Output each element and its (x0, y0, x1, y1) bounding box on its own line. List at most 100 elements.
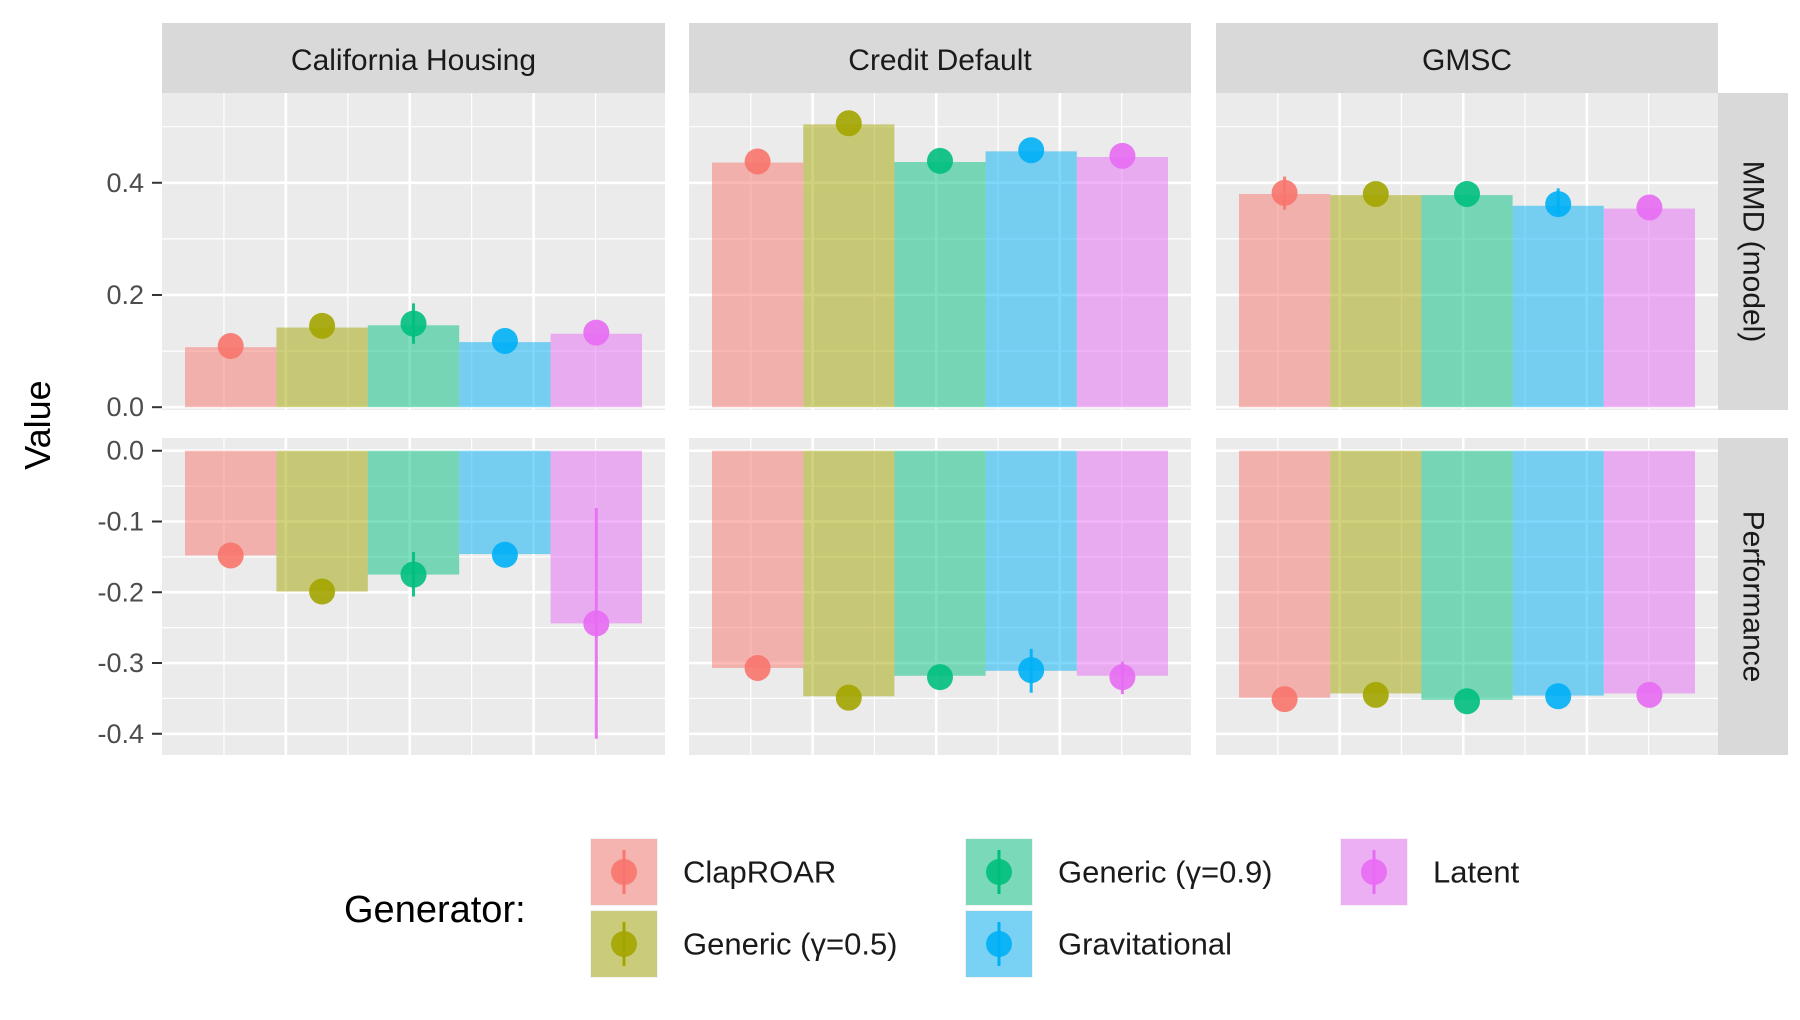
y-tick-label: 0.2 (106, 280, 144, 310)
y-axis-1: 0.0 -0.1 -0.2 -0.3 -0.4 (97, 436, 162, 749)
legend-key-point (1361, 859, 1387, 885)
point (1018, 137, 1045, 164)
point (744, 148, 771, 175)
legend-item: ClapROAR (590, 838, 836, 906)
point (583, 319, 610, 346)
point (1545, 683, 1572, 710)
point (1636, 194, 1663, 221)
point (835, 684, 862, 711)
row-strip: Performance (1718, 438, 1788, 755)
point (1109, 664, 1136, 691)
point (1271, 179, 1298, 206)
point (309, 312, 336, 339)
bar (1330, 450, 1422, 694)
point (217, 542, 244, 569)
point (400, 561, 427, 588)
point (835, 110, 862, 137)
row-strip: MMD (model) (1718, 93, 1788, 410)
point (1636, 681, 1663, 708)
point (1454, 688, 1480, 715)
y-tick-label: 0.0 (106, 392, 144, 422)
column-strips: California Housing Credit Default GMSC (162, 23, 1718, 93)
panel-marks-1-0 (185, 450, 642, 739)
bar (1239, 193, 1331, 408)
legend-label: Generic (γ=0.5) (683, 927, 898, 962)
bar (1603, 450, 1695, 694)
bar (803, 124, 895, 408)
point (1362, 180, 1389, 207)
bar (894, 162, 986, 408)
bar (1512, 450, 1604, 696)
bar (712, 162, 804, 408)
legend-item: Generic (γ=0.5) (590, 910, 898, 978)
legend-key-point (986, 931, 1012, 957)
bar (550, 333, 642, 408)
bar (1076, 450, 1168, 676)
bar (894, 450, 986, 676)
panel-marks-1-2 (1239, 450, 1695, 715)
legend: Generator: ClapROAR Generic (γ=0.5) Generi… (344, 838, 1520, 978)
y-tick-label: 0.0 (106, 436, 144, 466)
bar (1076, 156, 1168, 408)
y-axis-title: Value (17, 380, 58, 469)
bar (712, 450, 804, 668)
y-tick-label: -0.4 (97, 719, 144, 749)
point (1362, 681, 1389, 708)
bar (459, 450, 551, 555)
point (309, 578, 336, 605)
point (744, 654, 771, 681)
point (1018, 657, 1045, 684)
panel-marks-1-1 (712, 450, 1168, 711)
bar (985, 151, 1077, 408)
bar (803, 450, 895, 697)
row-strips: MMD (model) Performance (1718, 93, 1788, 755)
bar (1421, 450, 1513, 700)
legend-title: Generator: (344, 889, 526, 931)
point (400, 310, 427, 337)
column-strip-background (162, 23, 665, 93)
y-tick-label: -0.2 (97, 577, 144, 607)
column-strip-background (689, 23, 1191, 93)
column-strip-label: Credit Default (848, 44, 1032, 77)
column-strip: Credit Default (689, 23, 1191, 93)
y-axes: 0.4 0.2 0.0 0.0 -0.1 -0.2 -0.3 -0.4 (97, 168, 162, 749)
panel-marks-0-1 (712, 110, 1168, 408)
y-tick-label: 0.4 (106, 168, 144, 198)
point (217, 333, 244, 360)
bar (1603, 208, 1695, 408)
y-tick-label: -0.1 (97, 506, 144, 536)
legend-key-point (986, 859, 1012, 885)
panel-marks-0-0 (185, 303, 642, 408)
bar (1421, 195, 1513, 408)
legend-label: ClapROAR (683, 855, 836, 890)
column-strip-label: GMSC (1422, 44, 1512, 77)
column-strip: California Housing (162, 23, 665, 93)
point (491, 541, 518, 568)
y-tick-label: -0.3 (97, 648, 144, 678)
column-strip: GMSC (1216, 23, 1718, 93)
point (927, 664, 953, 691)
point (491, 327, 518, 354)
column-strip-background (1216, 23, 1718, 93)
bar (276, 450, 368, 592)
row-strip-label: Performance (1737, 511, 1770, 683)
column-strip-label: California Housing (291, 44, 536, 77)
bar (985, 450, 1077, 671)
point (1109, 142, 1136, 169)
legend-item: Gravitational (965, 910, 1232, 978)
point (1271, 686, 1298, 713)
legend-key-point (611, 859, 637, 885)
point (1454, 180, 1480, 207)
bar (1330, 195, 1422, 408)
row-strip-label: MMD (model) (1737, 161, 1770, 343)
panel-marks-0-2 (1239, 176, 1695, 408)
bar (185, 450, 277, 556)
legend-item: Generic (γ=0.9) (965, 838, 1273, 906)
point (927, 147, 953, 174)
row-strip-background (1718, 93, 1788, 410)
bar (1239, 450, 1331, 698)
legend-label: Generic (γ=0.9) (1058, 855, 1273, 890)
point (583, 610, 610, 637)
legend-label: Gravitational (1058, 927, 1232, 962)
